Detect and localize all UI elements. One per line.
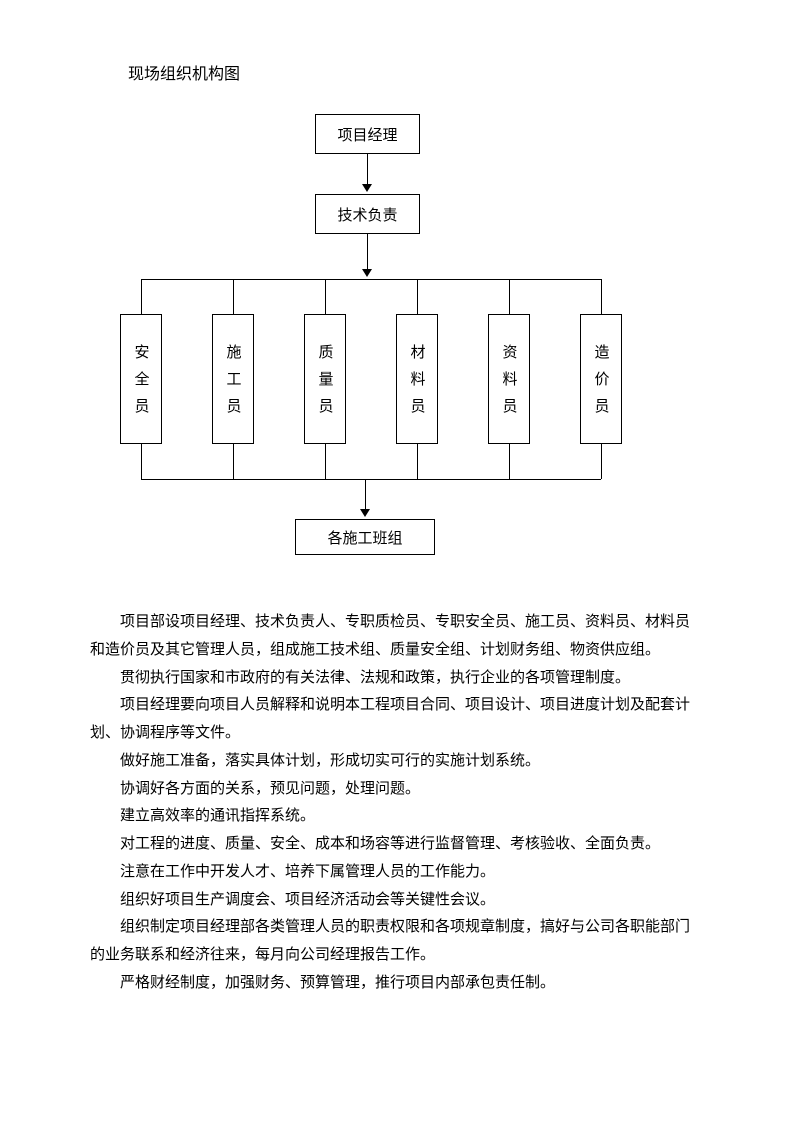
connector-line — [325, 444, 326, 479]
arrow-icon — [360, 509, 370, 517]
paragraph: 严格财经制度，加强财务、预算管理，推行项目内部承包责任制。 — [90, 970, 703, 998]
connector-bus — [141, 279, 601, 280]
connector-line — [367, 234, 368, 271]
node-construction-team: 各施工班组 — [295, 519, 435, 555]
connector-line — [509, 279, 510, 314]
paragraph: 项目经理要向项目人员解释和说明本工程项目合同、项目设计、项目进度计划及配套计划、… — [90, 692, 703, 748]
node-construction: 施工员 — [212, 314, 254, 444]
paragraph: 协调好各方面的关系，预见问题，处理问题。 — [90, 776, 703, 804]
node-project-manager: 项目经理 — [315, 114, 420, 154]
connector-line — [233, 444, 234, 479]
page-title: 现场组织机构图 — [128, 60, 703, 84]
node-data: 资料员 — [488, 314, 530, 444]
node-safety: 安全员 — [120, 314, 162, 444]
paragraph: 建立高效率的通讯指挥系统。 — [90, 803, 703, 831]
paragraph: 组织好项目生产调度会、项目经济活动会等关键性会议。 — [90, 887, 703, 915]
paragraph: 对工程的进度、质量、安全、成本和场容等进行监督管理、考核验收、全面负责。 — [90, 831, 703, 859]
connector-line — [141, 444, 142, 479]
connector-line — [141, 279, 142, 314]
org-chart: 项目经理 技术负责 安全员 施工员 质量员 材料员 资料员 造价员 各施工班组 — [90, 114, 703, 594]
paragraph: 注意在工作中开发人才、培养下属管理人员的工作能力。 — [90, 859, 703, 887]
body-text: 项目部设项目经理、技术负责人、专职质检员、专职安全员、施工员、资料员、材料员和造… — [90, 609, 703, 998]
connector-line — [233, 279, 234, 314]
paragraph: 贯彻执行国家和市政府的有关法律、法规和政策，执行企业的各项管理制度。 — [90, 665, 703, 693]
arrow-icon — [362, 269, 372, 277]
connector-bus — [141, 479, 601, 480]
node-cost: 造价员 — [580, 314, 622, 444]
paragraph: 项目部设项目经理、技术负责人、专职质检员、专职安全员、施工员、资料员、材料员和造… — [90, 609, 703, 665]
connector-line — [325, 279, 326, 314]
arrow-icon — [362, 184, 372, 192]
connector-line — [365, 479, 366, 511]
connector-line — [417, 444, 418, 479]
node-quality: 质量员 — [304, 314, 346, 444]
node-material: 材料员 — [396, 314, 438, 444]
paragraph: 组织制定项目经理部各类管理人员的职责权限和各项规章制度，搞好与公司各职能部门的业… — [90, 914, 703, 970]
connector-line — [601, 444, 602, 479]
connector-line — [601, 279, 602, 314]
node-tech-lead: 技术负责 — [315, 194, 420, 234]
connector-line — [367, 154, 368, 186]
connector-line — [509, 444, 510, 479]
connector-line — [417, 279, 418, 314]
paragraph: 做好施工准备，落实具体计划，形成切实可行的实施计划系统。 — [90, 748, 703, 776]
